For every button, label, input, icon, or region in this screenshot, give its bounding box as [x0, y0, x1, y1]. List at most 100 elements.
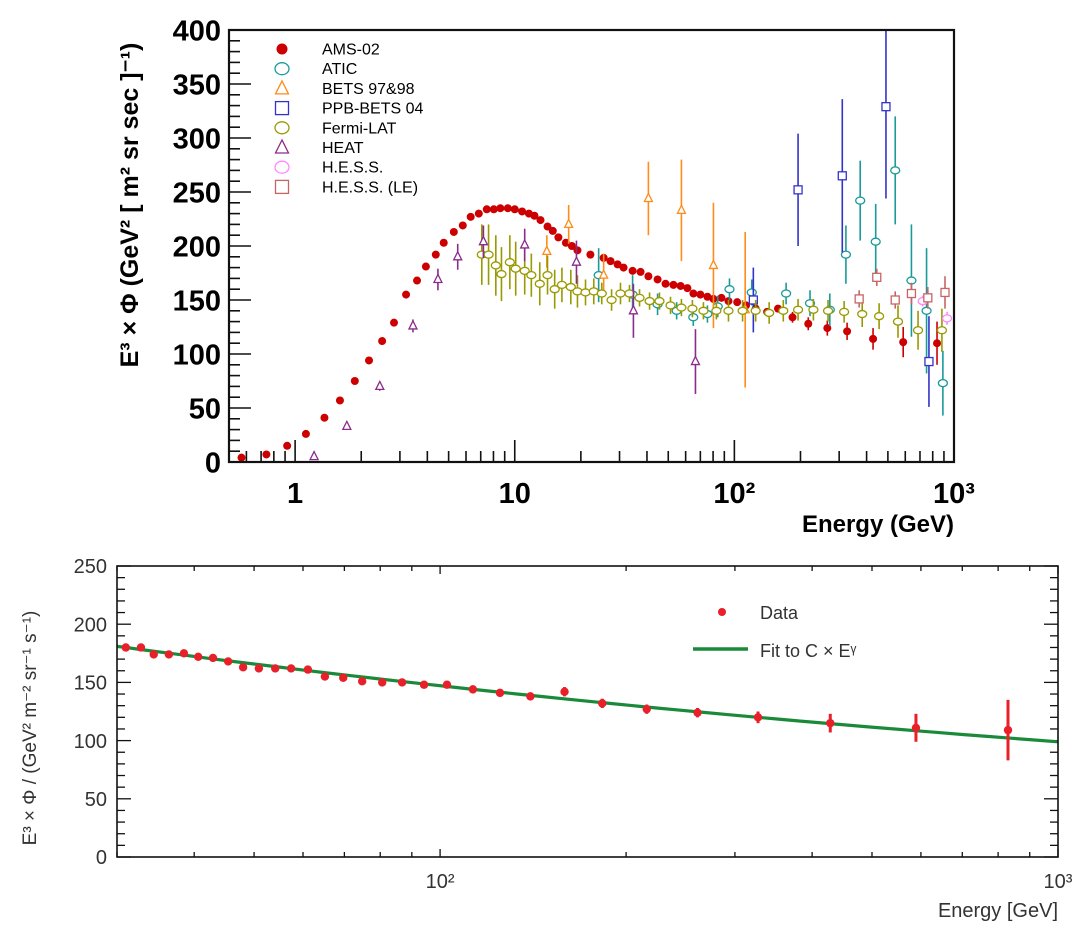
legend-marker	[274, 160, 290, 174]
data-point	[857, 309, 868, 319]
legend-marker	[274, 179, 290, 195]
data-point	[519, 238, 530, 249]
x-tick-label: 10³	[933, 478, 975, 510]
data-point	[320, 672, 330, 681]
data-point	[335, 396, 344, 405]
legend-label: Fermi-LAT	[322, 120, 397, 137]
data-point	[890, 295, 900, 305]
data-point	[793, 185, 803, 195]
data-point	[615, 289, 626, 298]
legend-item: Data	[718, 603, 799, 623]
y-tick-label: 200	[74, 614, 107, 636]
data-point	[283, 441, 292, 450]
data-point	[378, 678, 387, 687]
series-atic	[593, 116, 949, 416]
legend-label: Fit to C × Eᵞ	[760, 641, 857, 661]
data-point	[696, 290, 705, 299]
data-point	[869, 334, 878, 343]
data-point	[661, 279, 670, 288]
data-point	[690, 355, 701, 366]
data-point	[548, 226, 557, 235]
series-heat	[309, 225, 701, 461]
data-point	[711, 306, 722, 315]
data-point	[676, 203, 687, 215]
data-point	[804, 319, 813, 328]
data-point	[495, 688, 505, 698]
data-point	[543, 222, 552, 231]
data-point	[478, 235, 489, 246]
legend-item: ATIC	[274, 61, 357, 78]
data-point	[530, 211, 539, 220]
data-point	[357, 677, 367, 686]
series-fermi-lat	[476, 224, 948, 352]
data-point	[286, 664, 296, 673]
data-point	[439, 238, 448, 247]
data-point	[628, 304, 639, 315]
data-point	[717, 293, 726, 302]
series-h-e-s-s-le-	[854, 268, 950, 309]
legend-item: Fit to C × Eᵞ	[693, 641, 857, 661]
data-point	[431, 250, 440, 259]
data-point	[303, 665, 313, 674]
data-point	[518, 207, 527, 216]
data-point	[452, 250, 463, 261]
data-point	[565, 282, 576, 292]
y-tick-label: 400	[173, 15, 221, 47]
data-point	[687, 304, 698, 313]
data-point	[654, 296, 665, 306]
data-point	[921, 306, 932, 315]
data-point	[826, 718, 835, 728]
data-point	[526, 271, 537, 280]
y-tick-label: 50	[85, 789, 107, 811]
y-tick-label: 350	[173, 69, 221, 101]
data-point	[703, 292, 712, 301]
data-point	[644, 272, 653, 281]
x-tick-label: 10²	[426, 871, 455, 893]
data-point	[223, 657, 233, 666]
data-point	[262, 450, 271, 459]
data-point	[924, 356, 934, 367]
data-point	[573, 246, 582, 255]
data-point	[837, 171, 847, 181]
data-point	[237, 453, 246, 462]
data-point	[746, 288, 757, 297]
data-point	[665, 301, 676, 310]
legend-marker	[274, 138, 290, 154]
data-point	[466, 212, 475, 221]
data-point	[750, 306, 761, 315]
data-point	[193, 652, 203, 661]
legend-item: HEAT	[274, 138, 364, 157]
data-point	[780, 289, 792, 298]
data-point	[413, 276, 422, 285]
data-point	[723, 306, 734, 315]
series-data	[121, 643, 1013, 761]
data-point	[619, 263, 628, 272]
legend-marker	[274, 79, 290, 95]
data-point	[402, 290, 411, 299]
data-point	[634, 293, 645, 302]
y-tick-label: 150	[173, 285, 221, 317]
bottom-chart: 0 50 100 150 200 250 10² 10³ Energy [GeV] E³ × Φ …	[20, 556, 1073, 922]
data-point	[458, 221, 467, 230]
data-point	[606, 295, 617, 305]
data-point	[586, 250, 595, 259]
data-point	[873, 312, 885, 321]
data-point	[737, 306, 748, 315]
data-point	[881, 102, 891, 112]
plot-frame	[116, 565, 1059, 858]
legend-label: BETS 97&98	[322, 81, 415, 98]
x-axis-title: Energy [GeV]	[938, 900, 1058, 922]
data-point	[748, 295, 758, 305]
data-point	[669, 280, 678, 289]
data-point	[365, 356, 374, 365]
x-tick-label: 10²	[713, 478, 755, 510]
y-axis-title: E³ × Φ / (GeV² m⁻² sr⁻¹ s⁻¹)	[20, 611, 41, 846]
data-point	[254, 664, 264, 673]
data-point	[390, 318, 399, 327]
x-axis-title: Energy (GeV)	[802, 511, 954, 538]
data-point	[854, 294, 864, 304]
data-point	[808, 305, 819, 314]
legend: Data Fit to C × Eᵞ	[693, 603, 857, 661]
data-point	[911, 723, 921, 732]
y-axis-title: E³ × Φ (GeV² [ m² sr sec ]⁻¹)	[116, 43, 144, 368]
